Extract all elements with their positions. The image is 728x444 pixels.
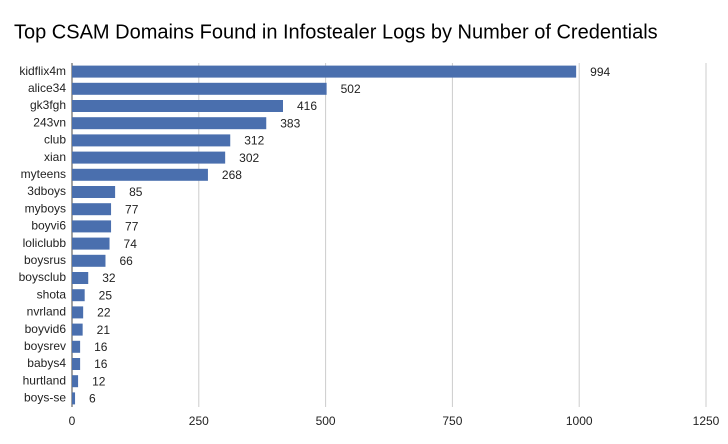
y-tick-label: boysclub [19,270,67,284]
data-label: 66 [119,254,133,268]
y-tick-label: myteens [21,167,66,181]
bar [72,358,81,370]
x-tick-label: 1000 [566,414,593,428]
bar [72,134,231,147]
y-tick-label: nvrland [27,305,66,319]
x-tick-label: 0 [69,414,76,428]
data-label: 77 [125,202,139,216]
data-label: 502 [341,82,361,96]
y-tick-label: boys-se [24,391,66,405]
bar [72,306,84,319]
x-tick-label: 500 [316,414,336,428]
data-label: 268 [222,168,242,182]
bar [72,65,577,78]
bar [72,237,110,250]
data-label: 6 [89,392,96,406]
data-label: 302 [239,151,259,165]
data-label: 383 [280,116,300,130]
bar [72,186,116,198]
y-tick-label: 3dboys [27,184,66,198]
data-label: 312 [244,134,264,148]
y-tick-label: boysrev [24,339,66,353]
bar [72,82,327,95]
bar [72,151,226,164]
bar [72,323,83,336]
x-tick-label: 750 [442,414,462,428]
y-tick-label: shota [37,287,67,301]
data-label: 25 [99,288,113,302]
bar [72,117,267,130]
data-label: 16 [94,357,108,371]
bar [72,272,89,284]
y-tick-label: xian [44,150,66,164]
y-tick-label: kidflix4m [19,64,66,78]
y-tick-label: club [44,133,66,147]
y-tick-label: boysrus [24,253,66,267]
bar [72,100,283,112]
x-tick-label: 1250 [693,414,720,428]
data-label: 85 [129,185,143,199]
y-tick-label: hurtland [23,373,66,387]
data-label: 22 [97,306,111,320]
y-tick-label: babys4 [27,356,66,370]
y-tick-label: alice34 [28,81,66,95]
bar [72,375,79,388]
data-label: 12 [92,374,106,388]
bar [72,392,76,405]
y-tick-label: gk3fgh [30,98,66,112]
bar [72,340,81,353]
y-tick-label: myboys [25,201,66,215]
data-label: 21 [97,323,111,337]
data-label: 32 [102,271,116,285]
data-label: 77 [125,220,139,234]
data-label: 416 [297,99,317,113]
y-tick-label: loliclubb [23,236,67,250]
data-label: 16 [94,340,108,354]
chart-title: Top CSAM Domains Found in Infostealer Lo… [14,21,658,43]
x-tick-label: 250 [189,414,209,428]
data-label: 74 [124,237,138,251]
bar [72,220,112,233]
y-tick-label: 243vn [33,115,66,129]
bar [72,203,112,216]
y-tick-label: boyvid6 [25,322,67,336]
bar [72,168,208,181]
data-label: 994 [590,65,610,79]
bar [72,289,85,302]
bar [72,254,106,267]
y-tick-label: boyvi6 [31,219,66,233]
